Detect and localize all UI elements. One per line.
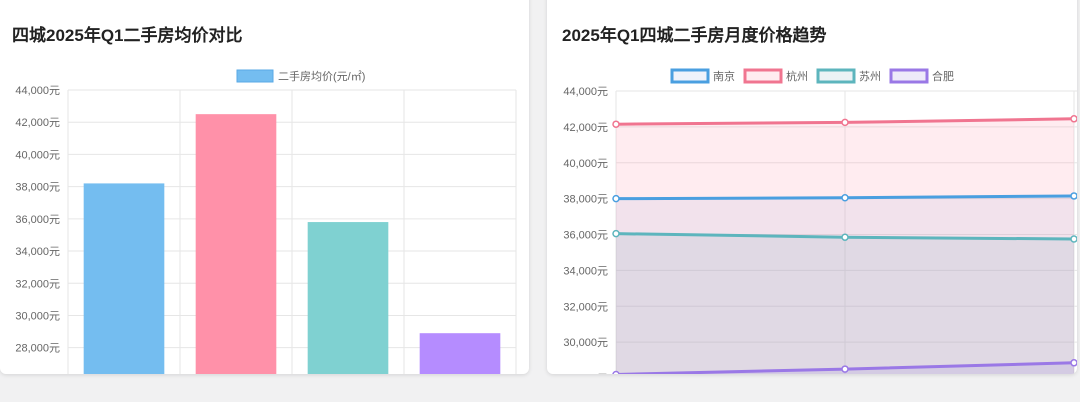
y-tick-label: 42,000元 — [15, 117, 60, 129]
y-tick-label: 34,000元 — [15, 246, 60, 258]
data-point — [1070, 115, 1077, 123]
bar-chart-title: 四城2025年Q1二手房均价对比 — [12, 26, 243, 45]
legend-label: 苏州 — [859, 70, 881, 83]
data-point — [841, 194, 849, 202]
legend-swatch — [236, 69, 274, 83]
line-chart-card: 2025年Q1四城二手房月度价格趋势 27,000元 28,000元 30,000元… — [547, 0, 1077, 374]
y-tick-label: 42,000元 — [563, 122, 608, 134]
y-tick-label: 38,000元 — [563, 194, 608, 206]
y-tick-label: 32,000元 — [563, 301, 608, 313]
bar-chart-card: 四城2025年Q1二手房均价对比 25,000元 26,000元 28,000元 30… — [0, 0, 529, 374]
line-chart-title: 2025年Q1四城二手房月度价格趋势 — [562, 26, 827, 45]
data-point — [841, 118, 849, 127]
legend-label: 杭州 — [786, 69, 808, 83]
legend-swatch — [670, 68, 710, 84]
data-point — [1070, 359, 1077, 367]
line-chart-canvas: 27,000元28,000元30,000元32,000元34,000元36,00… — [563, 68, 1077, 374]
bar — [307, 222, 389, 374]
data-point — [1070, 235, 1077, 243]
y-tick-label: 40,000元 — [15, 149, 60, 161]
series-area — [616, 195, 1074, 374]
y-tick-label: 44,000元 — [563, 86, 608, 98]
legend-label: 二手房均价(元/㎡) — [278, 69, 365, 83]
y-tick-label: 36,000元 — [563, 230, 608, 242]
y-tick-label: 44,000元 — [15, 85, 60, 97]
data-point — [612, 370, 620, 374]
legend-swatch — [889, 68, 929, 84]
y-tick-label: 30,000元 — [563, 337, 608, 349]
series-area — [636, 362, 1074, 374]
y-tick-label: 34,000元 — [563, 265, 608, 277]
series-area — [616, 118, 1074, 374]
y-tick-label: 28,000元 — [563, 373, 608, 374]
bar — [195, 114, 277, 374]
data-point — [841, 233, 849, 241]
y-tick-label: 28,000元 — [15, 343, 60, 355]
legend-label: 合肥 — [932, 69, 954, 83]
data-point — [612, 194, 620, 203]
y-tick-label: 36,000元 — [15, 214, 60, 226]
legend-swatch — [743, 68, 783, 84]
bar — [419, 333, 501, 374]
y-tick-label: 38,000元 — [15, 182, 60, 194]
series-area — [616, 233, 1074, 374]
y-tick-label: 32,000元 — [15, 278, 60, 290]
data-point — [612, 229, 620, 238]
y-tick-label: 40,000元 — [563, 158, 608, 170]
legend-swatch — [816, 68, 856, 84]
y-tick-label: 30,000元 — [15, 310, 60, 322]
bar-chart-canvas: 25,000元26,000元28,000元30,000元32,000元34,00… — [15, 69, 517, 374]
legend-label: 南京 — [713, 69, 735, 83]
data-point — [612, 120, 620, 128]
data-point — [1070, 192, 1077, 200]
bar — [83, 183, 165, 374]
data-point — [841, 365, 849, 373]
